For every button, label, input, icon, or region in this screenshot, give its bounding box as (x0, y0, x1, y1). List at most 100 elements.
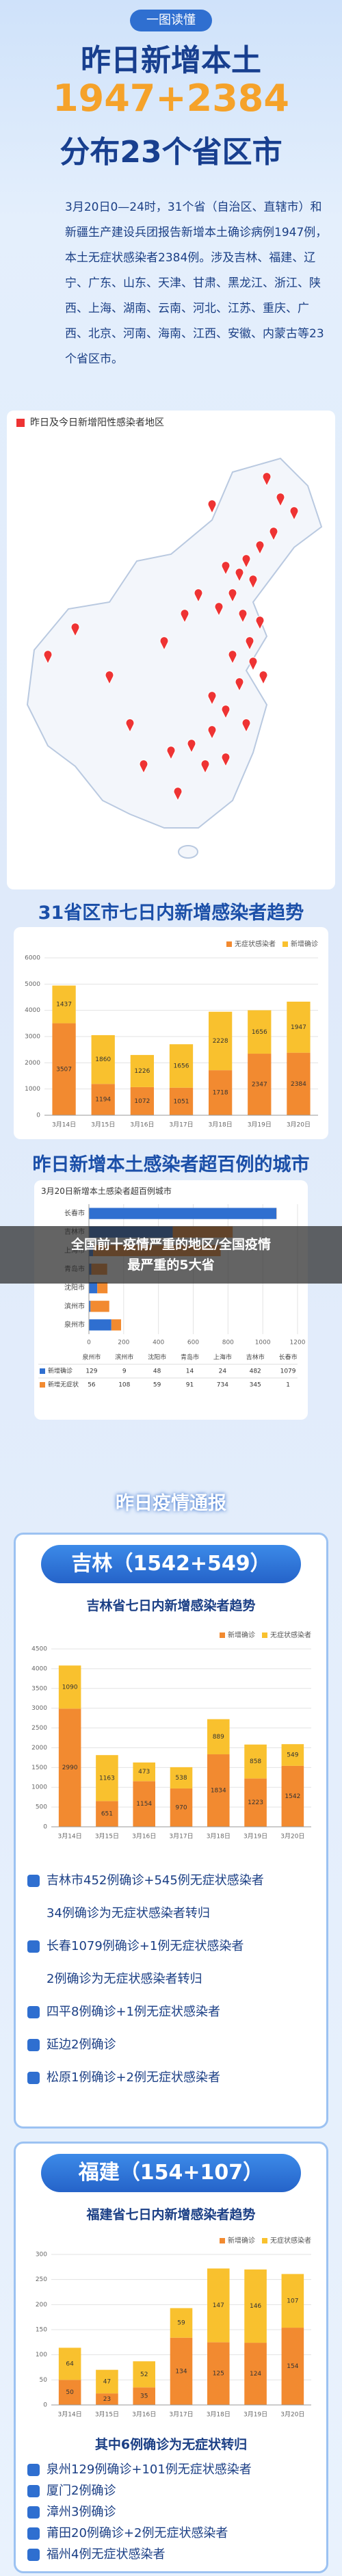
table-cell: 14 (186, 1368, 194, 1375)
table-cell: 1 (286, 1382, 290, 1389)
y-tick-label: 0 (43, 2402, 47, 2409)
y-tick-label: 4000 (25, 1007, 40, 1014)
map-pin (180, 609, 189, 624)
legend-swatch (220, 2238, 225, 2243)
legend-swatch (226, 941, 232, 947)
x-tick-label: 0 (87, 1340, 91, 1346)
report-text: 长春1079例确诊+1例无症状感染者 (47, 1939, 244, 1953)
report-text: 漳州3例确诊 (47, 2505, 116, 2519)
headline-numbers: 1947+2384 (53, 77, 289, 120)
bar-segment (207, 1719, 230, 1755)
headline: 分布23个省区市 (60, 135, 282, 170)
x-tick-label: 3月15日 (95, 1833, 119, 1840)
bullet-icon (27, 2072, 40, 2084)
map-pin (241, 554, 251, 569)
y-tick-label: 6000 (25, 955, 40, 962)
bullet-icon (27, 2006, 40, 2018)
data-label: 1542 (285, 1793, 300, 1800)
map-pin (245, 636, 254, 651)
bullet-icon (27, 2463, 40, 2476)
map-pin (235, 677, 244, 692)
x-tick-label: 3月17日 (169, 1833, 193, 1840)
report-summary: 其中6例确诊为无症状转归 (94, 2437, 248, 2452)
bar-segment (90, 1301, 109, 1312)
bullet-icon (27, 2039, 40, 2051)
y-tick-label: 4500 (31, 1646, 47, 1653)
legend-swatch (220, 1632, 225, 1638)
data-label: 59 (177, 2320, 185, 2327)
map-pin (255, 616, 265, 631)
data-label: 2228 (213, 1038, 228, 1045)
chart-panel (34, 1180, 308, 1420)
map-pin (194, 588, 203, 603)
y-tick-label: 2000 (25, 1060, 40, 1067)
report-item: 厦门2例确诊 (27, 2480, 321, 2501)
y-tick-label: 100 (36, 2352, 47, 2358)
y-tick-label: 1000 (25, 1086, 40, 1093)
y-tick-label: 3000 (25, 1034, 40, 1041)
data-label: 889 (213, 1734, 224, 1741)
map-pin (235, 568, 244, 583)
bullet-icon (27, 2484, 40, 2497)
bar-segment (130, 1054, 154, 1087)
legend-label: 新增确诊 (228, 2236, 255, 2245)
report-item: 松原1例确诊+2例无症状感染者 (27, 2061, 321, 2094)
y-tick-label: 50 (40, 2377, 48, 2384)
report-text: 吉林市452例确诊+545例无症状感染者 (47, 1873, 264, 1888)
x-tick-label: 3月18日 (207, 1833, 231, 1840)
island (178, 845, 198, 859)
report-text: 莆田20例确诊+2例无症状感染者 (47, 2526, 228, 2540)
map-pin (166, 746, 176, 761)
card-header: 吉林（1542+549） (41, 1545, 301, 1583)
data-label: 147 (213, 2302, 224, 2309)
report-text: 延边2例确诊 (47, 2038, 116, 2052)
map-pin (159, 636, 169, 651)
legend-label: 新增确诊 (228, 1630, 255, 1639)
data-label: 858 (250, 1758, 261, 1765)
data-label: 52 (140, 2371, 148, 2378)
map-legend: 昨日及今日新增阳性感染者地区 (30, 417, 164, 428)
data-label: 64 (66, 2360, 74, 2367)
table-cell: 129 (86, 1368, 97, 1375)
bar-segment (133, 1762, 155, 1782)
map-pin (125, 718, 135, 733)
data-label: 125 (213, 2371, 224, 2378)
bar-segment (58, 1708, 81, 1827)
table-header: 沈阳市 (148, 1353, 166, 1362)
table-header: 长春市 (279, 1353, 298, 1362)
x-tick-label: 3月16日 (130, 1121, 154, 1129)
table-row-label: 新增无症状 (48, 1381, 79, 1389)
map-pin (221, 705, 231, 720)
data-label: 1163 (99, 1775, 115, 1782)
map-pin (105, 671, 114, 686)
data-label: 1223 (248, 1799, 263, 1806)
bar-segment (244, 1778, 267, 1827)
map-pin (289, 506, 299, 521)
x-tick-label: 3月15日 (95, 2411, 119, 2419)
y-tick-label: 2000 (31, 1745, 47, 1752)
x-tick-label: 1200 (290, 1340, 306, 1346)
bar-segment (207, 1754, 230, 1827)
badge: 一图读懂 (130, 10, 212, 31)
report-item: 长春1079例确诊+1例无症状感染者 (27, 1930, 321, 1963)
bar-segment (89, 1282, 98, 1294)
x-tick-label: 3月20日 (280, 1833, 304, 1840)
x-tick-label: 3月20日 (287, 1121, 311, 1129)
map-pin (187, 739, 196, 754)
data-label: 23 (103, 2396, 111, 2403)
bar-segment (58, 1665, 81, 1709)
table-cell: 1079 (280, 1368, 296, 1375)
map-pin (228, 588, 237, 603)
x-tick-label: 200 (118, 1340, 129, 1346)
x-tick-label: 3月17日 (169, 2411, 193, 2419)
bar-segment (52, 985, 76, 1024)
y-tick-label: 500 (36, 1804, 47, 1811)
x-tick-label: 600 (187, 1340, 199, 1346)
data-label: 134 (175, 2368, 187, 2375)
bar-segment (170, 1788, 193, 1827)
bar-segment (89, 1208, 277, 1219)
y-tick-label: 1500 (31, 1765, 47, 1771)
bar-segment (89, 1301, 91, 1312)
y-tick-label: 250 (36, 2276, 47, 2283)
